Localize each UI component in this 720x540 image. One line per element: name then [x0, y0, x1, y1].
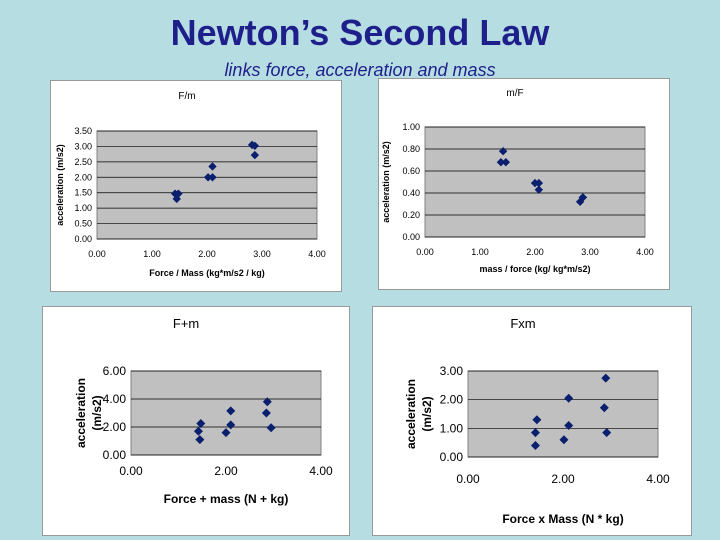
data-point	[195, 435, 205, 445]
chart-f-over-m: 0.00 0.50 1.00 1.50 2.00 2.50 3.00 3.50 0.00 1.00…	[50, 80, 342, 292]
data-point	[193, 426, 203, 436]
chart-title: Fxm	[510, 316, 535, 331]
x-tick-label: 0.00	[456, 472, 480, 486]
y-tick-label: 2.00	[74, 172, 92, 182]
data-point	[498, 147, 508, 156]
data-point	[266, 423, 276, 433]
data-point	[599, 403, 609, 413]
x-axis-label: Force / Mass (kg*m/s2 / kg)	[149, 268, 265, 278]
x-tick-label: 2.00	[551, 472, 575, 486]
x-tick-label: 4.00	[308, 249, 326, 259]
plot-area	[130, 370, 322, 456]
x-tick-label: 2.00	[198, 249, 216, 259]
plot-area	[467, 370, 659, 458]
data-point	[208, 173, 217, 182]
chart-f-plus-m-svg: 0.00 2.00 4.00 6.00 0.00 2.00 4.00 F+m Force + m…	[74, 316, 333, 506]
data-point	[250, 141, 260, 151]
data-point	[501, 158, 511, 167]
data-point	[559, 435, 569, 445]
x-axis-label: Force + mass (N + kg)	[164, 492, 289, 506]
y-axis-label: (m/s2)	[420, 396, 434, 431]
chart-f-times-m: 0.00 1.00 2.00 3.00 0.00 2.00 4.00 Fxm Force x M…	[372, 306, 692, 536]
data-point	[601, 373, 611, 383]
y-tick-label: 0.00	[103, 448, 127, 462]
y-axis-label: acceleration	[404, 379, 418, 449]
data-point	[203, 173, 213, 182]
data-point	[602, 428, 612, 438]
y-tick-label: 2.00	[440, 393, 464, 407]
data-point	[208, 162, 217, 171]
chart-f-over-m-svg: 0.00 0.50 1.00 1.50 2.00 2.50 3.00 3.50 0.00 1.00…	[55, 91, 326, 278]
chart-title: F+m	[173, 316, 199, 331]
x-tick-label: 2.00	[526, 247, 544, 257]
data-point	[221, 428, 231, 438]
x-tick-label: 4.00	[309, 464, 333, 478]
y-tick-label: 0.00	[74, 234, 92, 244]
y-tick-label: 0.20	[402, 210, 420, 220]
x-axis-label: Force x Mass (N * kg)	[502, 512, 623, 526]
y-tick-label: 3.00	[440, 364, 464, 378]
slide-subtitle: links force, acceleration and mass	[224, 60, 496, 80]
x-tick-label: 3.00	[253, 249, 271, 259]
data-point	[564, 393, 574, 403]
slide-title: Newton’s Second Law	[170, 12, 550, 53]
data-point	[250, 150, 260, 160]
y-tick-label: 1.00	[74, 203, 92, 213]
y-tick-label: 3.50	[74, 126, 92, 136]
x-tick-label: 4.00	[636, 247, 654, 257]
y-tick-label: 1.50	[74, 188, 92, 198]
data-point	[534, 185, 544, 194]
y-tick-label: 1.00	[440, 421, 464, 435]
y-tick-label: 1.00	[402, 122, 420, 132]
plot-area	[96, 130, 318, 240]
chart-title: m/F	[506, 88, 523, 99]
data-point	[262, 397, 272, 407]
y-tick-label: 2.00	[103, 420, 127, 434]
y-tick-label: 0.80	[402, 144, 420, 154]
y-tick-label: 0.40	[402, 188, 420, 198]
y-tick-label: 0.50	[74, 219, 92, 229]
x-tick-label: 4.00	[646, 472, 670, 486]
data-point	[530, 428, 540, 438]
x-tick-label: 2.00	[214, 464, 238, 478]
y-axis-label: acceleration (m/s2)	[55, 144, 65, 226]
chart-title: F/m	[178, 91, 195, 102]
data-point	[496, 158, 506, 167]
chart-f-times-m-svg: 0.00 1.00 2.00 3.00 0.00 2.00 4.00 Fxm Force x M…	[404, 316, 670, 526]
data-point	[172, 194, 181, 204]
chart-f-plus-m: 0.00 2.00 4.00 6.00 0.00 2.00 4.00 F+m Force + m…	[42, 306, 350, 536]
data-point	[532, 415, 542, 425]
data-point	[530, 441, 540, 451]
x-tick-label: 0.00	[416, 247, 434, 257]
x-tick-label: 0.00	[119, 464, 143, 478]
y-tick-label: 0.00	[440, 450, 464, 464]
y-axis-label: acceleration (m/s2)	[381, 141, 391, 223]
x-tick-label: 1.00	[471, 247, 489, 257]
y-tick-label: 2.50	[74, 157, 92, 167]
data-point	[196, 419, 206, 428]
y-tick-label: 0.60	[402, 166, 420, 176]
x-tick-label: 1.00	[143, 249, 161, 259]
y-tick-label: 0.00	[402, 232, 420, 242]
x-tick-label: 0.00	[88, 249, 106, 259]
y-tick-label: 3.00	[74, 141, 92, 151]
y-axis-label: (m/s2)	[90, 395, 104, 430]
data-point	[226, 420, 236, 430]
y-tick-label: 6.00	[103, 364, 127, 378]
y-axis-label: acceleration	[74, 378, 88, 448]
chart-m-over-f: 0.00 0.20 0.40 0.60 0.80 1.00 0.00 1.00 2.00 3.00…	[378, 78, 670, 290]
x-tick-label: 3.00	[581, 247, 599, 257]
data-point	[564, 420, 574, 430]
data-point	[226, 406, 236, 416]
x-axis-label: mass / force (kg/ kg*m/s2)	[479, 264, 590, 274]
chart-m-over-f-svg: 0.00 0.20 0.40 0.60 0.80 1.00 0.00 1.00 2.00 3.00…	[381, 88, 654, 274]
y-tick-label: 4.00	[103, 392, 127, 406]
data-point	[261, 408, 271, 418]
